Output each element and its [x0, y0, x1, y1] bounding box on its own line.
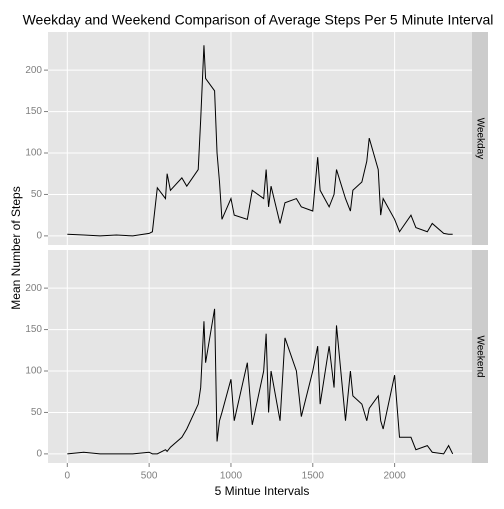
y-tick-label: 50	[31, 189, 43, 200]
y-axis-label: Mean Number of Steps	[9, 186, 23, 309]
facet-strip	[472, 250, 488, 463]
facet-strip	[472, 32, 488, 245]
y-tick-label: 150	[25, 106, 42, 117]
x-tick-label: 1000	[220, 471, 243, 482]
facet-label: Weekday	[474, 118, 485, 160]
y-tick-label: 150	[25, 324, 42, 335]
y-tick-label: 0	[36, 231, 42, 242]
x-tick-label: 0	[65, 471, 71, 482]
data-line	[67, 45, 453, 237]
x-tick-label: 500	[141, 471, 158, 482]
facet-label: Weekend	[474, 335, 485, 377]
panel-background	[48, 32, 472, 245]
y-tick-label: 50	[31, 407, 43, 418]
y-tick-label: 200	[25, 65, 42, 76]
y-tick-label: 0	[36, 449, 42, 460]
chart-title: Weekday and Weekend Comparison of Averag…	[23, 12, 494, 28]
y-tick-label: 100	[25, 148, 42, 159]
panel-background	[48, 250, 472, 463]
x-axis-label: 5 Mintue Intervals	[215, 484, 310, 498]
x-tick-label: 2000	[383, 471, 406, 482]
y-tick-label: 200	[25, 283, 42, 294]
y-tick-label: 100	[25, 366, 42, 377]
data-line	[67, 308, 454, 455]
x-tick-label: 1500	[302, 471, 325, 482]
